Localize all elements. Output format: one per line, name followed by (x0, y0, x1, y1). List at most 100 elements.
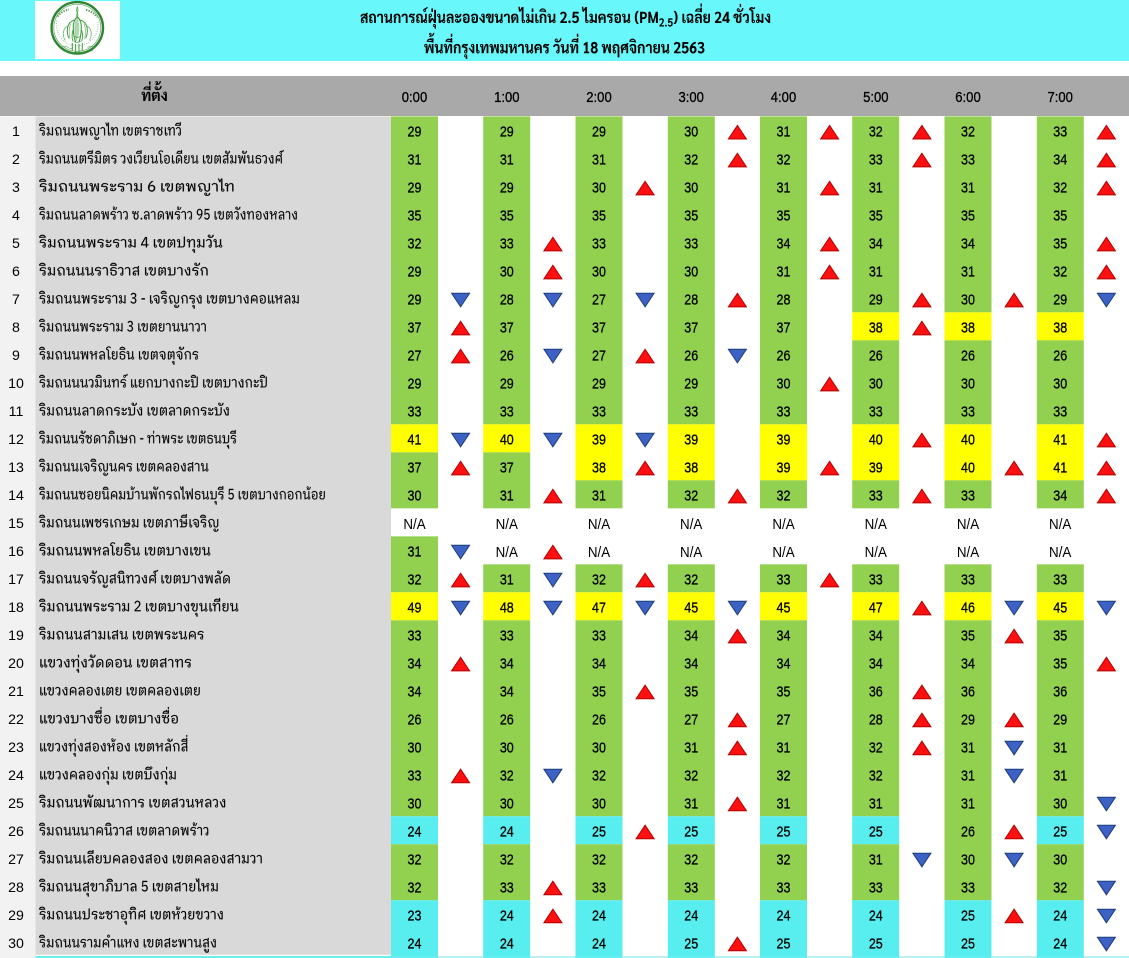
svg-text:1:00: 1:00 (494, 90, 519, 106)
svg-text:27: 27 (777, 712, 791, 728)
svg-text:30: 30 (500, 264, 514, 280)
svg-text:33: 33 (500, 404, 514, 420)
svg-text:2: 2 (12, 152, 20, 168)
svg-text:30: 30 (592, 180, 606, 196)
svg-text:36: 36 (869, 684, 883, 700)
svg-text:33: 33 (777, 572, 791, 588)
svg-text:25: 25 (869, 824, 883, 840)
svg-text:34: 34 (869, 656, 883, 672)
svg-text:24: 24 (777, 908, 791, 924)
svg-text:39: 39 (777, 432, 791, 448)
svg-text:31: 31 (500, 152, 514, 168)
svg-text:33: 33 (961, 152, 975, 168)
svg-text:28: 28 (869, 712, 883, 728)
svg-text:34: 34 (500, 656, 514, 672)
svg-text:2:00: 2:00 (586, 90, 611, 106)
svg-text:37: 37 (500, 320, 514, 336)
svg-text:30: 30 (961, 292, 975, 308)
svg-text:28: 28 (8, 880, 24, 896)
svg-text:31: 31 (500, 488, 514, 504)
svg-text:0:00: 0:00 (402, 90, 427, 106)
svg-text:31: 31 (777, 264, 791, 280)
svg-text:5: 5 (12, 236, 20, 252)
svg-text:49: 49 (408, 600, 422, 616)
svg-text:29: 29 (592, 124, 606, 140)
svg-text:34: 34 (869, 628, 883, 644)
svg-text:32: 32 (1053, 880, 1067, 896)
svg-text:30: 30 (408, 488, 422, 504)
svg-text:30: 30 (684, 180, 698, 196)
svg-text:45: 45 (684, 600, 698, 616)
svg-text:30: 30 (777, 376, 791, 392)
svg-text:7: 7 (12, 292, 20, 308)
svg-text:28: 28 (500, 292, 514, 308)
svg-text:24: 24 (592, 936, 606, 952)
svg-text:24: 24 (1053, 908, 1067, 924)
svg-text:32: 32 (408, 236, 422, 252)
svg-text:31: 31 (592, 152, 606, 168)
svg-text:33: 33 (869, 572, 883, 588)
svg-text:31: 31 (869, 264, 883, 280)
svg-text:40: 40 (500, 432, 514, 448)
svg-text:32: 32 (592, 572, 606, 588)
svg-text:N/A: N/A (1049, 544, 1071, 561)
svg-text:26: 26 (500, 348, 514, 364)
svg-text:29: 29 (408, 376, 422, 392)
svg-text:24: 24 (500, 936, 514, 952)
svg-text:37: 37 (408, 320, 422, 336)
svg-text:40: 40 (869, 432, 883, 448)
svg-text:26: 26 (8, 824, 24, 840)
svg-text:10: 10 (8, 376, 24, 392)
svg-text:8: 8 (12, 320, 20, 336)
svg-text:30: 30 (408, 740, 422, 756)
svg-text:31: 31 (777, 740, 791, 756)
svg-text:7:00: 7:00 (1048, 90, 1073, 106)
svg-text:26: 26 (408, 712, 422, 728)
svg-text:30: 30 (961, 376, 975, 392)
svg-text:35: 35 (684, 684, 698, 700)
svg-text:31: 31 (1053, 740, 1067, 756)
svg-text:29: 29 (500, 124, 514, 140)
svg-text:31: 31 (408, 544, 422, 560)
svg-text:33: 33 (500, 628, 514, 644)
svg-text:32: 32 (1053, 180, 1067, 196)
svg-text:9: 9 (12, 348, 20, 364)
svg-text:24: 24 (500, 824, 514, 840)
svg-text:25: 25 (777, 824, 791, 840)
svg-text:27: 27 (684, 712, 698, 728)
svg-text:34: 34 (684, 628, 698, 644)
svg-text:N/A: N/A (403, 516, 425, 533)
svg-text:26: 26 (1053, 348, 1067, 364)
svg-text:33: 33 (592, 880, 606, 896)
svg-text:30: 30 (500, 740, 514, 756)
svg-text:N/A: N/A (865, 544, 887, 561)
svg-text:35: 35 (1053, 236, 1067, 252)
svg-text:35: 35 (869, 208, 883, 224)
svg-text:24: 24 (869, 908, 883, 924)
svg-text:25: 25 (592, 824, 606, 840)
svg-text:33: 33 (961, 880, 975, 896)
svg-text:31: 31 (684, 740, 698, 756)
svg-text:39: 39 (777, 460, 791, 476)
svg-text:30: 30 (684, 264, 698, 280)
svg-text:N/A: N/A (680, 544, 702, 561)
svg-text:29: 29 (408, 180, 422, 196)
svg-text:38: 38 (592, 460, 606, 476)
svg-text:29: 29 (592, 376, 606, 392)
svg-text:6: 6 (12, 264, 20, 280)
svg-text:32: 32 (869, 740, 883, 756)
svg-text:25: 25 (8, 796, 24, 812)
svg-text:32: 32 (684, 152, 698, 168)
svg-text:33: 33 (592, 628, 606, 644)
svg-text:33: 33 (408, 768, 422, 784)
svg-text:33: 33 (961, 404, 975, 420)
svg-text:27: 27 (408, 348, 422, 364)
svg-text:25: 25 (961, 908, 975, 924)
svg-text:32: 32 (777, 852, 791, 868)
svg-text:21: 21 (8, 684, 24, 700)
svg-text:30: 30 (592, 740, 606, 756)
svg-text:34: 34 (869, 236, 883, 252)
svg-text:32: 32 (777, 768, 791, 784)
svg-text:31: 31 (869, 852, 883, 868)
svg-text:36: 36 (1053, 684, 1067, 700)
